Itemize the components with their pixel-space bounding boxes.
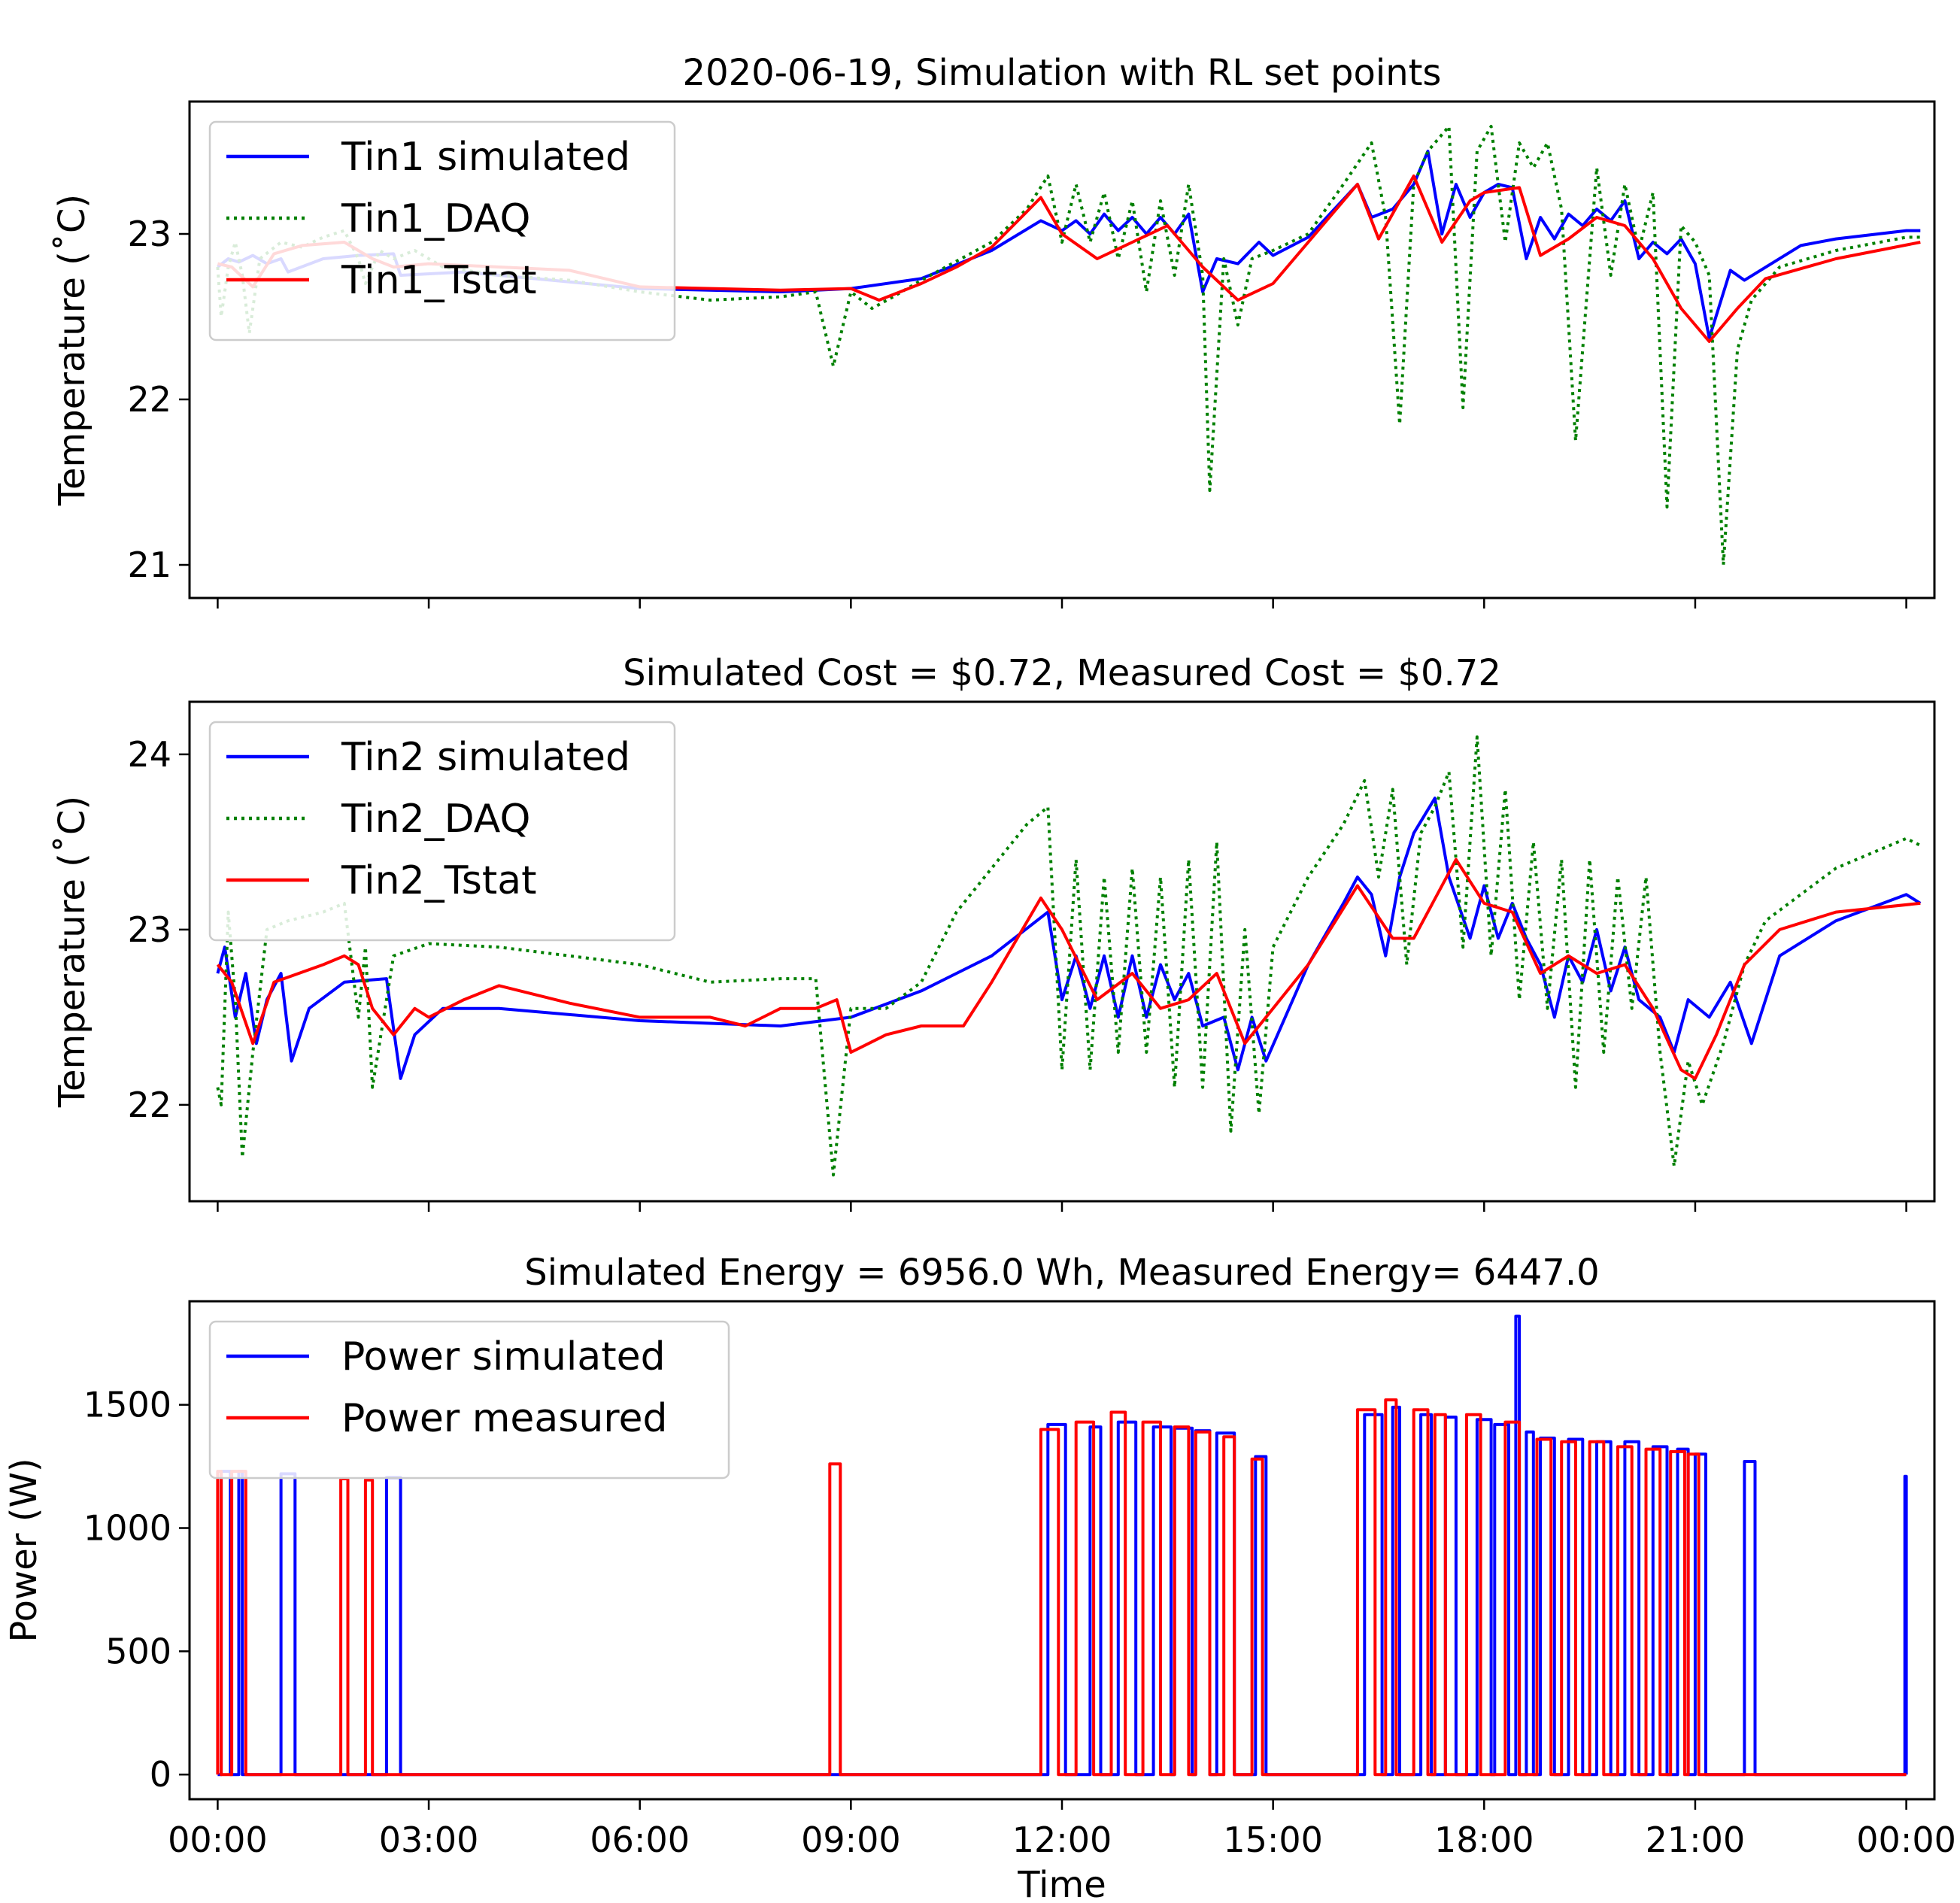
- legend: Tin1 simulated Tin1_DAQ Tin1_Tstat: [208, 120, 676, 341]
- x-tick-label: 09:00: [801, 1820, 901, 1860]
- legend-box: [208, 1320, 730, 1480]
- legend: Tin2 simulated Tin2_DAQ Tin2_Tstat: [208, 721, 676, 942]
- series-line-power-simulated: [217, 1314, 1908, 1777]
- legend-entry: Tin2_Tstat: [341, 858, 537, 903]
- legend-box: [208, 120, 676, 341]
- plot-area: [216, 735, 1922, 1177]
- x-tick-label: 00:00: [1856, 1820, 1956, 1860]
- x-axis-label: Time: [1017, 1864, 1106, 1903]
- y-tick-label: 1000: [83, 1508, 171, 1549]
- x-tick-label: 15:00: [1223, 1820, 1323, 1860]
- y-tick-label: 24: [127, 734, 171, 775]
- y-tick-label: 0: [150, 1754, 171, 1795]
- legend-entry: Tin1_DAQ: [341, 196, 530, 241]
- chart-title: 2020-06-19, Simulation with RL set point…: [683, 52, 1442, 94]
- y-axis-label: Temperature (˚C): [51, 194, 93, 506]
- series-line-tin2-tstat: [216, 857, 1921, 1080]
- x-tick-label: 12:00: [1012, 1820, 1112, 1860]
- x-tick-label: 18:00: [1434, 1820, 1534, 1860]
- x-tick-label: 03:00: [379, 1820, 479, 1860]
- x-tick-label: 06:00: [590, 1820, 690, 1860]
- chart-title: Simulated Energy = 6956.0 Wh, Measured E…: [524, 1252, 1599, 1294]
- y-tick-label: 500: [105, 1631, 171, 1671]
- legend-entry: Tin1 simulated: [341, 135, 630, 180]
- legend-box: [208, 721, 676, 942]
- legend-entry: Tin2_DAQ: [341, 797, 530, 842]
- series-line-tin2-daq: [216, 735, 1922, 1177]
- legend: Power simulated Power measured: [208, 1320, 730, 1480]
- plot-area: [216, 1314, 1908, 1777]
- y-tick-label: 23: [127, 909, 171, 950]
- y-axis-label: Power (W): [3, 1458, 45, 1642]
- legend-entry: Tin1_Tstat: [341, 258, 537, 303]
- legend-entry: Power measured: [341, 1396, 668, 1441]
- panel-tin2: Simulated Cost = $0.72, Measured Cost = …: [51, 652, 1936, 1212]
- y-tick-label: 21: [127, 545, 171, 585]
- y-tick-label: 23: [127, 214, 171, 254]
- series-line-power-measured: [216, 1398, 1907, 1777]
- y-axis-label: Temperature (˚C): [51, 796, 93, 1108]
- x-tick-label: 00:00: [168, 1820, 268, 1860]
- chart-title: Simulated Cost = $0.72, Measured Cost = …: [623, 652, 1501, 694]
- y-tick-label: 1500: [83, 1385, 171, 1425]
- panel-power: Simulated Energy = 6956.0 Wh, Measured E…: [3, 1252, 1956, 1903]
- legend-entry: Power simulated: [341, 1334, 666, 1379]
- legend-entry: Tin2 simulated: [341, 735, 630, 780]
- x-tick-label: 21:00: [1646, 1820, 1746, 1860]
- y-tick-label: 22: [127, 1085, 171, 1125]
- panel-tin1: 2020-06-19, Simulation with RL set point…: [51, 52, 1936, 609]
- y-tick-label: 22: [127, 379, 171, 420]
